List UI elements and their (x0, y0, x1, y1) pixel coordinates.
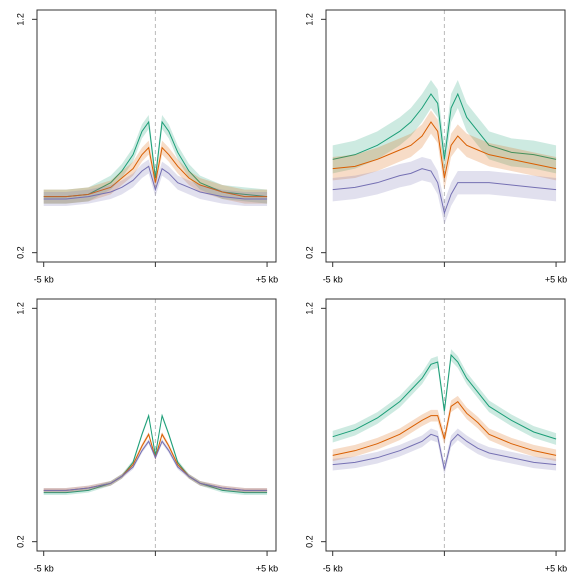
ribbon (332, 395, 557, 462)
line (43, 440, 268, 491)
line (332, 433, 557, 470)
ribbon (43, 115, 268, 204)
ribbon (332, 80, 557, 174)
line (43, 165, 268, 200)
ribbon (332, 428, 557, 476)
frame (325, 9, 566, 263)
y-tick-label: 0.2 (304, 535, 314, 548)
line (43, 146, 268, 198)
x-tick-label: +5 kb (545, 274, 567, 284)
frame (36, 9, 277, 263)
y-tick-label: 1.2 (15, 302, 25, 315)
y-tick-label: 1.2 (304, 13, 314, 26)
line (43, 413, 268, 494)
line (332, 92, 557, 160)
panel: 0.2 1.2 -5 kb +5 kb (15, 298, 278, 573)
y-tick-label: 1.2 (304, 302, 314, 315)
panel: 0.2 1.2 -5 kb +5 kb (15, 9, 278, 284)
panel: 0.2 1.2 -5 kb +5 kb (304, 9, 567, 284)
line (332, 353, 557, 440)
plot-area (43, 10, 268, 262)
line (332, 400, 557, 456)
ribbon (332, 349, 557, 445)
frame (325, 298, 566, 552)
line (43, 120, 268, 198)
y-tick-label: 0.2 (15, 246, 25, 259)
plot-area (332, 10, 557, 262)
x-tick-label: -5 kb (34, 274, 54, 284)
x-tick-label: -5 kb (323, 274, 343, 284)
x-tick-label: +5 kb (256, 563, 278, 573)
panel: 0.2 1.2 -5 kb +5 kb (304, 298, 567, 573)
x-tick-label: +5 kb (256, 274, 278, 284)
x-tick-label: -5 kb (34, 563, 54, 573)
plot-area (43, 299, 268, 551)
line (332, 168, 557, 215)
y-tick-label: 1.2 (15, 13, 25, 26)
plot-area (332, 299, 557, 551)
x-tick-label: -5 kb (323, 563, 343, 573)
ribbon (332, 110, 557, 190)
line (332, 121, 557, 179)
frame (36, 298, 277, 552)
y-tick-label: 0.2 (304, 246, 314, 259)
ribbon (332, 157, 557, 225)
x-tick-label: +5 kb (545, 563, 567, 573)
ribbon (43, 140, 268, 204)
y-tick-label: 0.2 (15, 535, 25, 548)
